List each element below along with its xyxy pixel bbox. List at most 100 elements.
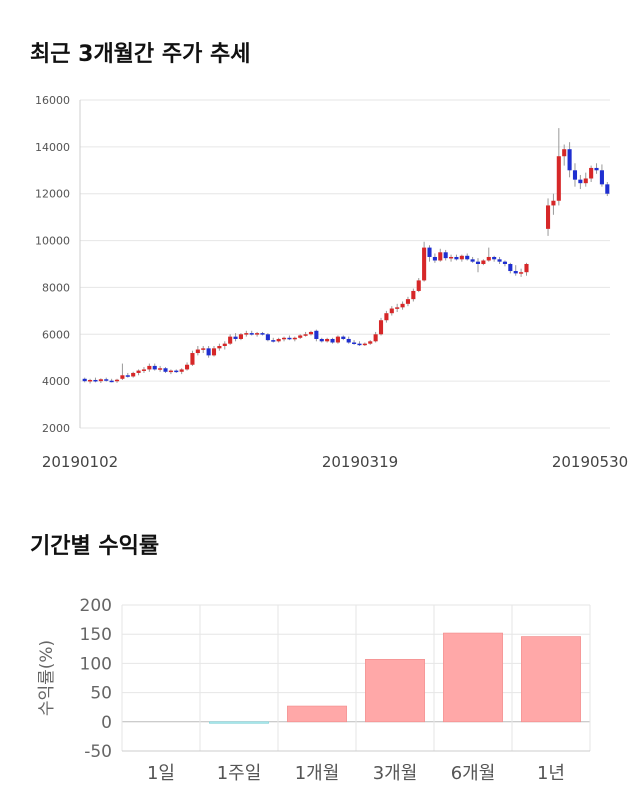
candle-body [206,348,211,356]
candle-body [222,343,227,346]
candlestick-chart: 16000 14000 12000 10000 8000 6000 4000 2000 2019… [35,94,628,471]
bar [365,659,425,723]
candle-body [556,156,561,201]
y-tick-label: 14000 [35,141,70,154]
x-tick-label: 20190102 [42,453,118,471]
bar [521,636,581,723]
candle-body [524,264,529,273]
candle-body [427,247,432,257]
candle-body [211,348,217,356]
candle-body [572,170,578,180]
candle-body [502,261,507,264]
candle-body [335,336,340,343]
candle-body [131,372,136,377]
x-category-label: 6개월 [451,763,496,784]
y-tick-label: 10000 [35,235,70,248]
candle-body [260,333,265,335]
candle-body [195,349,200,354]
y-tick-label: 200 [80,596,112,616]
candle-body [449,256,454,259]
y-tick-label: 6000 [42,328,70,341]
candle-body [465,255,470,260]
candle-body [271,340,276,342]
candle-body [454,256,459,260]
candle-body [120,375,125,379]
bar [209,721,269,724]
candle-body [303,334,308,336]
candle-body [567,149,572,171]
candle-body [599,170,604,185]
candle-body [244,333,249,335]
candle-body [432,256,437,261]
candle-body [114,379,120,382]
candle-body [152,365,157,370]
candle-body [174,370,179,373]
candle-body [238,334,243,339]
candle-body [416,280,421,291]
candle-body [545,205,551,229]
candle-body [292,337,297,340]
candle-body [233,336,238,339]
candle-body [141,369,147,371]
candle-body [508,264,513,272]
candle-body [513,271,518,274]
candle-body [325,338,330,342]
candle-body [443,252,448,259]
bar [287,705,347,723]
y-tick-label: -50 [84,742,112,762]
x-category-label: 3개월 [373,763,418,784]
y-tick-label: 150 [80,625,112,645]
candle-body [147,365,152,370]
returns-chart-title: 기간별 수익률 [30,534,160,559]
candle-body [373,334,378,342]
candle-body [319,338,324,342]
x-category-label: 1주일 [217,763,262,784]
candle-body [475,261,481,264]
y-tick-label: 2000 [42,422,70,435]
candle-body [583,178,588,184]
candle-body [88,379,93,382]
y-tick-label: 50 [90,684,112,704]
candle-body [341,336,346,339]
candle-body [497,259,502,262]
x-tick-label: 20190530 [552,453,628,471]
candle-body [330,338,335,343]
candle-body [168,370,173,373]
candle-body [276,338,281,342]
x-category-label: 1년 [537,763,565,784]
candle-body [551,200,556,206]
candle-body [163,368,168,372]
candle-body [228,336,233,344]
candle-body [578,179,583,184]
candle-body [470,259,475,262]
candle-body [136,370,141,373]
candle-body [346,338,351,343]
y-tick-label: 16000 [35,94,70,107]
candle-body [82,378,87,382]
candle-body [249,333,254,335]
candle-body [411,290,416,300]
candle-body [438,252,443,261]
candle-body [281,337,287,340]
candle-body [287,337,292,340]
candle-body [179,369,184,372]
candle-body [492,256,497,260]
candle-body [400,303,405,308]
candle-body [158,368,163,370]
candle-body [265,334,270,341]
bar [443,632,503,723]
candle-body [378,320,384,335]
candle-body [362,343,367,346]
candle-body [459,255,464,260]
candle-body [217,346,222,349]
candle-body [109,380,114,383]
candle-body [255,333,260,335]
candle-body [352,342,357,344]
candle-body [395,307,400,309]
candle-body [201,348,206,350]
candle-body [357,343,362,346]
y-tick-label: 4000 [42,375,70,388]
candle-body [486,256,491,261]
candle-body [481,260,486,264]
